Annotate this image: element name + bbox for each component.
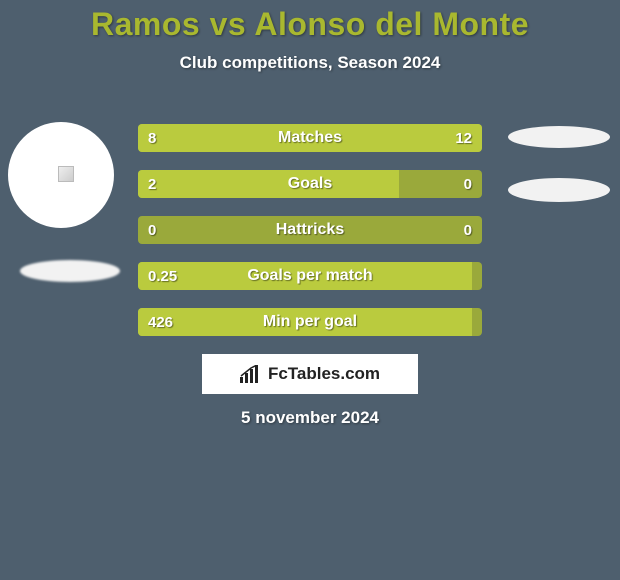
metric-bar-left [138, 170, 399, 198]
subtitle: Club competitions, Season 2024 [0, 53, 620, 73]
brand-badge[interactable]: FcTables.com [202, 354, 418, 394]
metric-value-right: 0 [464, 170, 472, 198]
metric-value-left: 426 [148, 308, 173, 336]
metric-value-left: 2 [148, 170, 156, 198]
footer-date: 5 november 2024 [0, 408, 620, 428]
metric-value-left: 8 [148, 124, 156, 152]
metric-bar-right [276, 124, 482, 152]
metric-row: Goals20 [138, 170, 482, 198]
player-right-shadow-1 [508, 126, 610, 148]
stats-card: Ramos vs Alonso del Monte Club competiti… [0, 0, 620, 580]
player-right-shadow-2 [508, 178, 610, 202]
metric-value-left: 0.25 [148, 262, 177, 290]
metric-bar-left [138, 124, 276, 152]
metric-row: Min per goal426 [138, 308, 482, 336]
metric-value-left: 0 [148, 216, 156, 244]
player-left-photo [8, 122, 114, 228]
image-placeholder-icon [8, 122, 114, 228]
metric-value-right: 0 [464, 216, 472, 244]
comparison-bars: Matches812Goals20Hattricks00Goals per ma… [138, 124, 482, 354]
brand-text: FcTables.com [268, 364, 380, 384]
metric-row: Hattricks0 0 [138, 216, 482, 244]
metric-row: Matches812 [138, 124, 482, 152]
metric-value-right: 12 [455, 124, 472, 152]
page-title: Ramos vs Alonso del Monte [0, 0, 620, 43]
metric-label: Hattricks [138, 216, 482, 244]
metric-row: Goals per match0.25 [138, 262, 482, 290]
player-left-shadow [20, 260, 120, 282]
brand-chart-icon [240, 365, 262, 383]
metric-bar-left [138, 308, 472, 336]
metric-bar-left [138, 262, 472, 290]
